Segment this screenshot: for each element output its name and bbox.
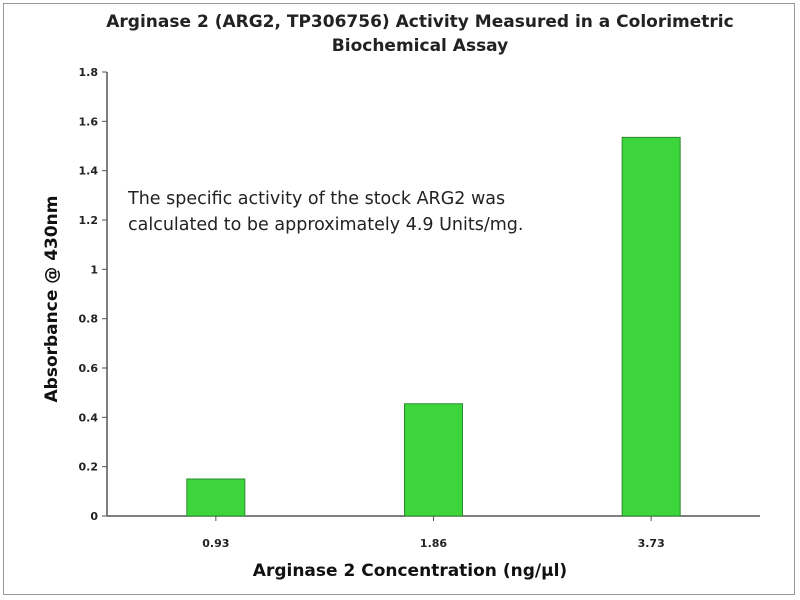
chart-annotation: The specific activity of the stock ARG2 …: [128, 186, 568, 238]
y-tick-label: 1.2: [79, 214, 99, 227]
annotation-line-2: calculated to be approximately 4.9 Units…: [128, 215, 524, 235]
y-axis-label: Absorbance @ 430nm: [42, 195, 62, 403]
bar: [186, 478, 246, 517]
chart-frame: [3, 3, 795, 595]
y-tick-label: 1: [90, 263, 98, 276]
bar: [621, 136, 681, 517]
x-axis-label: Arginase 2 Concentration (ng/µl): [252, 561, 568, 581]
y-tick-label: 0.8: [79, 313, 99, 326]
bar: [404, 403, 463, 517]
y-tick-label: 0.6: [79, 362, 99, 375]
x-tick-label: 3.73: [638, 537, 665, 550]
y-tick-label: 1.4: [79, 165, 99, 178]
x-tick-label: 1.86: [420, 537, 447, 550]
chart-title-line-1: Arginase 2 (ARG2, TP306756) Activity Mea…: [106, 12, 734, 32]
chart-title-line-2: Biochemical Assay: [331, 36, 509, 56]
y-tick-label: 0: [90, 510, 98, 523]
y-tick-label: 1.6: [79, 115, 99, 128]
y-tick-label: 0.2: [79, 461, 99, 474]
y-tick-label: 0.4: [79, 411, 99, 424]
y-tick-label: 1.8: [79, 66, 99, 79]
annotation-line-1: The specific activity of the stock ARG2 …: [128, 189, 506, 209]
x-tick-label: 0.93: [202, 537, 229, 550]
